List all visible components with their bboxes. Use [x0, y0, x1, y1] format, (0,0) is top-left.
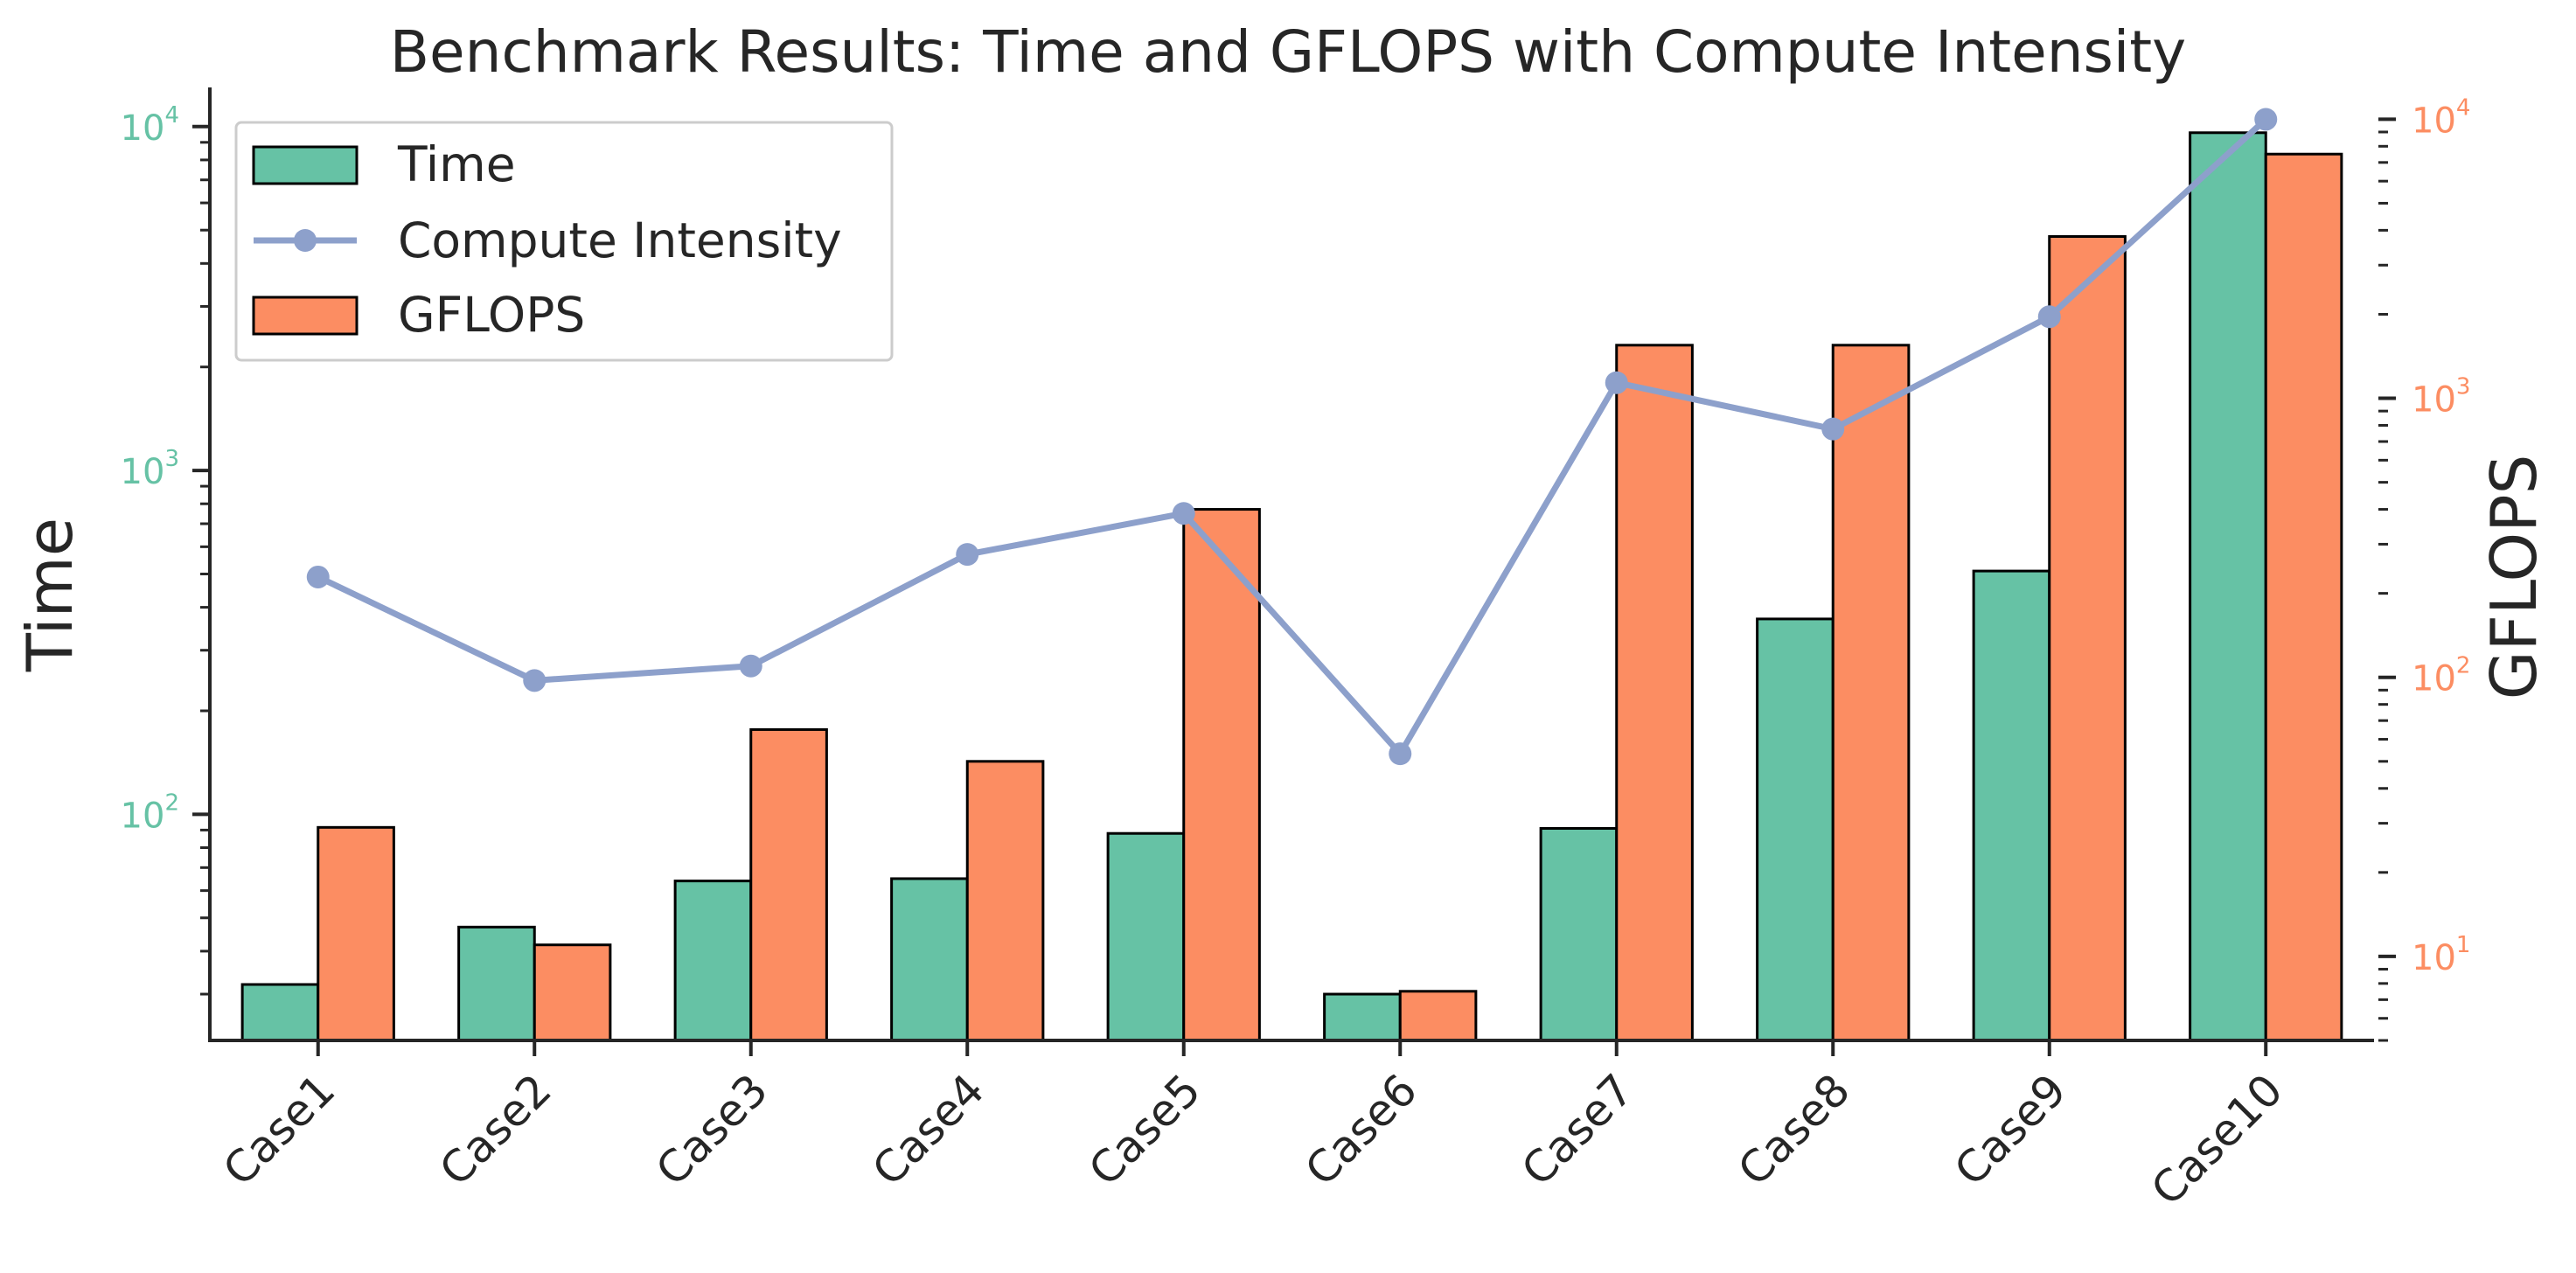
bar-time-case8 — [1756, 617, 1835, 1042]
chart-title: Benchmark Results: Time and GFLOPS with … — [390, 18, 2186, 86]
bar-time-case3 — [673, 880, 753, 1042]
bar-time-case6 — [1323, 992, 1402, 1042]
bar-time-case4 — [890, 877, 969, 1042]
x-tick-label-case6: Case6 — [1296, 1064, 1427, 1195]
bar-time-case9 — [1972, 569, 2051, 1042]
legend: Time Compute Intensity GFLOPS — [234, 121, 894, 362]
y-right-tick-label: 101 — [2412, 932, 2470, 978]
y-axis-left-label: Time — [13, 518, 87, 672]
y-right-tick-label: 102 — [2412, 653, 2470, 699]
bar-time-case2 — [457, 925, 536, 1042]
compute-intensity-point-case5 — [1172, 502, 1195, 525]
compute-intensity-point-case10 — [2254, 108, 2278, 131]
line-group — [306, 108, 2278, 766]
compute-intensity-point-case9 — [2037, 305, 2061, 329]
compute-intensity-point-case6 — [1389, 742, 1412, 766]
x-tick-label-case2: Case2 — [430, 1064, 561, 1195]
y-left-tick-label: 103 — [121, 446, 179, 492]
x-tick-label-case10: Case10 — [2141, 1064, 2293, 1215]
compute-intensity-line — [317, 116, 2268, 757]
legend-swatch-gflops — [252, 296, 359, 336]
legend-swatch-marker — [294, 229, 317, 252]
bar-time-case5 — [1106, 831, 1186, 1042]
bar-gflops-case6 — [1398, 990, 1478, 1042]
x-tick-label-case4: Case4 — [863, 1064, 994, 1195]
bar-gflops-case7 — [1615, 344, 1694, 1042]
bar-gflops-case8 — [1831, 344, 1911, 1042]
bar-gflops-case5 — [1182, 508, 1261, 1042]
legend-frame — [234, 121, 894, 362]
bar-gflops-case10 — [2264, 152, 2343, 1042]
legend-swatch-time — [252, 145, 359, 185]
y-right-tick-label: 104 — [2412, 94, 2470, 141]
bar-gflops-case3 — [749, 727, 828, 1042]
bar-time-case1 — [240, 983, 320, 1042]
bar-time-case7 — [1539, 826, 1619, 1042]
x-tick-label-case1: Case1 — [213, 1064, 345, 1195]
x-tick-label-case3: Case3 — [646, 1064, 777, 1195]
compute-intensity-point-case3 — [739, 654, 762, 678]
y-left-tick-label: 102 — [121, 790, 179, 836]
bars-group — [240, 131, 2343, 1042]
y-right-tick-label: 103 — [2412, 374, 2470, 421]
legend-label-time: Time — [397, 136, 516, 192]
bar-gflops-case2 — [533, 943, 612, 1042]
bar-gflops-case1 — [317, 825, 395, 1042]
bar-time-case10 — [2189, 131, 2267, 1042]
x-tick-label-case8: Case8 — [1729, 1064, 1860, 1195]
compute-intensity-point-case7 — [1605, 371, 1628, 394]
bar-gflops-case4 — [965, 760, 1045, 1042]
compute-intensity-point-case8 — [1821, 417, 1845, 441]
x-tick-label-case5: Case5 — [1079, 1064, 1210, 1195]
compute-intensity-point-case2 — [523, 669, 547, 692]
legend-label-compute-intensity: Compute Intensity — [398, 212, 842, 268]
x-tick-label-case7: Case7 — [1512, 1064, 1643, 1195]
compute-intensity-point-case4 — [956, 543, 979, 567]
bar-gflops-case9 — [2048, 234, 2127, 1042]
compute-intensity-point-case1 — [306, 565, 330, 588]
x-tick-label-case9: Case9 — [1945, 1064, 2076, 1195]
y-axis-right-label: GFLOPS — [2477, 455, 2551, 700]
legend-label-gflops: GFLOPS — [398, 287, 585, 343]
y-left-tick-label: 104 — [121, 102, 179, 149]
